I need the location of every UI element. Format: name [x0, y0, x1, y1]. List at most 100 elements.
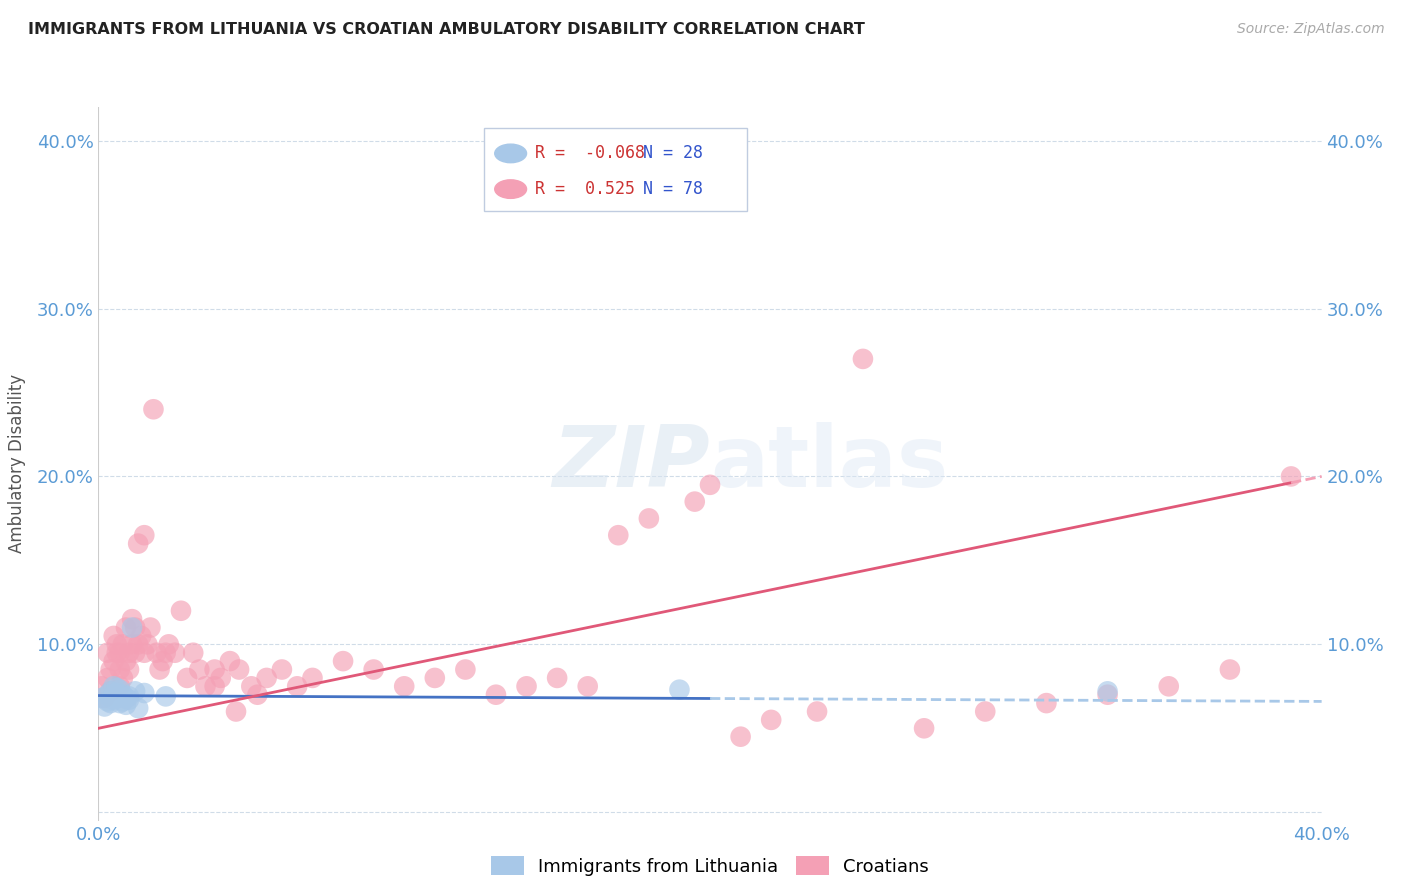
- Point: [270, 663, 292, 677]
- Legend: Immigrants from Lithuania, Croatians: Immigrants from Lithuania, Croatians: [484, 849, 936, 883]
- Point: [103, 688, 125, 702]
- Point: [1157, 679, 1180, 693]
- Point: [188, 663, 211, 677]
- Point: [1219, 663, 1241, 677]
- Point: [118, 663, 141, 677]
- Point: [152, 654, 174, 668]
- Point: [912, 721, 935, 735]
- Point: [204, 663, 226, 677]
- Point: [149, 663, 172, 677]
- Point: [103, 629, 125, 643]
- Text: R =  -0.068: R = -0.068: [536, 145, 645, 162]
- Point: [100, 663, 122, 677]
- Point: [204, 679, 226, 693]
- Point: [240, 679, 263, 693]
- Point: [157, 637, 180, 651]
- Point: [683, 494, 706, 508]
- Point: [111, 688, 134, 702]
- Point: [637, 511, 661, 525]
- Point: [145, 646, 167, 660]
- Point: [111, 694, 134, 708]
- Point: [93, 699, 115, 714]
- Point: [1035, 696, 1057, 710]
- Point: [699, 478, 721, 492]
- Point: [1279, 469, 1302, 483]
- Point: [139, 621, 162, 635]
- Point: [134, 686, 156, 700]
- FancyBboxPatch shape: [484, 128, 747, 211]
- Point: [124, 621, 146, 635]
- Text: Source: ZipAtlas.com: Source: ZipAtlas.com: [1237, 22, 1385, 37]
- Point: [105, 681, 128, 695]
- Point: [100, 696, 122, 710]
- Point: [105, 637, 128, 651]
- Point: [668, 682, 690, 697]
- Point: [100, 684, 122, 698]
- Text: ZIP: ZIP: [553, 422, 710, 506]
- Circle shape: [495, 180, 526, 198]
- Point: [111, 637, 134, 651]
- Point: [806, 705, 828, 719]
- Point: [576, 679, 599, 693]
- Point: [730, 730, 752, 744]
- Point: [108, 679, 131, 693]
- Point: [194, 679, 217, 693]
- Point: [852, 351, 875, 366]
- Point: [103, 679, 125, 693]
- Point: [100, 684, 122, 698]
- Point: [127, 701, 149, 715]
- Point: [170, 604, 193, 618]
- Point: [176, 671, 198, 685]
- Point: [105, 646, 128, 660]
- Point: [97, 694, 120, 708]
- Point: [124, 684, 146, 698]
- Point: [115, 621, 138, 635]
- Point: [301, 671, 323, 685]
- Point: [105, 686, 128, 700]
- Point: [454, 663, 477, 677]
- Point: [155, 690, 177, 704]
- Point: [759, 713, 782, 727]
- Point: [97, 671, 120, 685]
- Point: [108, 682, 131, 697]
- Point: [155, 646, 177, 660]
- Point: [121, 621, 143, 635]
- Point: [607, 528, 630, 542]
- Point: [127, 536, 149, 550]
- Point: [108, 690, 131, 704]
- Point: [423, 671, 446, 685]
- Point: [225, 705, 247, 719]
- Point: [90, 691, 112, 706]
- Point: [127, 637, 149, 651]
- Point: [136, 637, 159, 651]
- Point: [111, 671, 134, 685]
- Point: [256, 671, 278, 685]
- Point: [108, 663, 131, 677]
- Point: [118, 646, 141, 660]
- Point: [115, 698, 138, 712]
- Point: [115, 654, 138, 668]
- Point: [246, 688, 269, 702]
- Point: [134, 646, 156, 660]
- Point: [129, 629, 152, 643]
- Point: [93, 691, 115, 706]
- Circle shape: [495, 145, 526, 162]
- Point: [181, 646, 204, 660]
- Point: [97, 646, 120, 660]
- Point: [1097, 684, 1119, 698]
- Point: [516, 679, 538, 693]
- Point: [228, 663, 250, 677]
- Text: N = 78: N = 78: [643, 180, 703, 198]
- Point: [108, 696, 131, 710]
- Point: [115, 691, 138, 706]
- Point: [363, 663, 385, 677]
- Point: [105, 691, 128, 706]
- Point: [332, 654, 354, 668]
- Point: [118, 690, 141, 704]
- Point: [974, 705, 997, 719]
- Text: N = 28: N = 28: [643, 145, 703, 162]
- Point: [121, 612, 143, 626]
- Point: [546, 671, 568, 685]
- Y-axis label: Ambulatory Disability: Ambulatory Disability: [7, 375, 25, 553]
- Text: IMMIGRANTS FROM LITHUANIA VS CROATIAN AMBULATORY DISABILITY CORRELATION CHART: IMMIGRANTS FROM LITHUANIA VS CROATIAN AM…: [28, 22, 865, 37]
